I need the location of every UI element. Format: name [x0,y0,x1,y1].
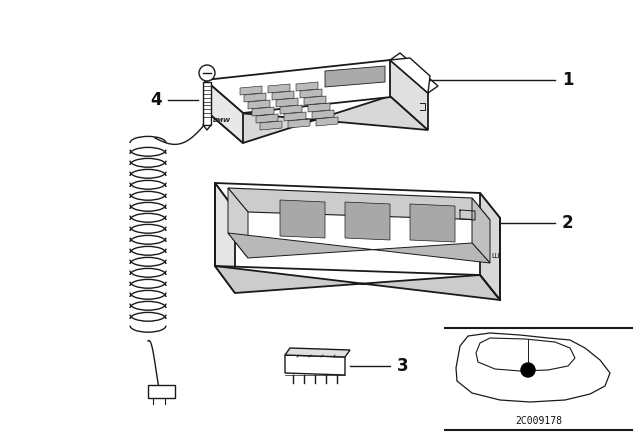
Polygon shape [215,183,235,293]
Polygon shape [205,96,428,143]
Polygon shape [276,98,298,107]
Polygon shape [476,338,575,371]
Polygon shape [268,84,290,93]
Polygon shape [325,66,385,87]
Polygon shape [410,204,455,242]
Text: 2C009178: 2C009178 [515,416,562,426]
Polygon shape [285,355,345,375]
Polygon shape [228,188,248,258]
Polygon shape [316,117,338,126]
Polygon shape [215,183,500,218]
Polygon shape [308,103,330,112]
Polygon shape [285,348,350,357]
Polygon shape [256,114,278,123]
Polygon shape [472,198,490,263]
Text: 2: 2 [562,214,573,232]
Circle shape [199,65,215,81]
Polygon shape [244,93,266,102]
Polygon shape [272,91,294,100]
Polygon shape [456,333,610,402]
Polygon shape [288,119,310,128]
Polygon shape [280,200,325,238]
Text: Ш: Ш [492,253,499,259]
Polygon shape [390,53,438,93]
Polygon shape [205,60,428,113]
Polygon shape [480,193,500,300]
Polygon shape [284,112,306,121]
Polygon shape [300,89,322,98]
Polygon shape [248,100,270,109]
Polygon shape [296,82,318,91]
Polygon shape [280,105,302,114]
Polygon shape [203,82,211,125]
Polygon shape [228,188,490,220]
Polygon shape [304,96,326,105]
Polygon shape [312,110,334,119]
Polygon shape [252,107,274,116]
Text: BMW: BMW [213,117,231,122]
Text: 4: 4 [150,91,162,109]
Polygon shape [390,60,428,130]
Polygon shape [228,233,490,263]
Text: 3: 3 [397,357,408,375]
Polygon shape [390,58,430,93]
Polygon shape [205,80,243,143]
Text: 1: 1 [562,71,573,89]
Circle shape [521,363,535,377]
Polygon shape [215,266,500,300]
Polygon shape [260,121,282,130]
Polygon shape [345,202,390,240]
Polygon shape [148,385,175,398]
Polygon shape [240,86,262,95]
